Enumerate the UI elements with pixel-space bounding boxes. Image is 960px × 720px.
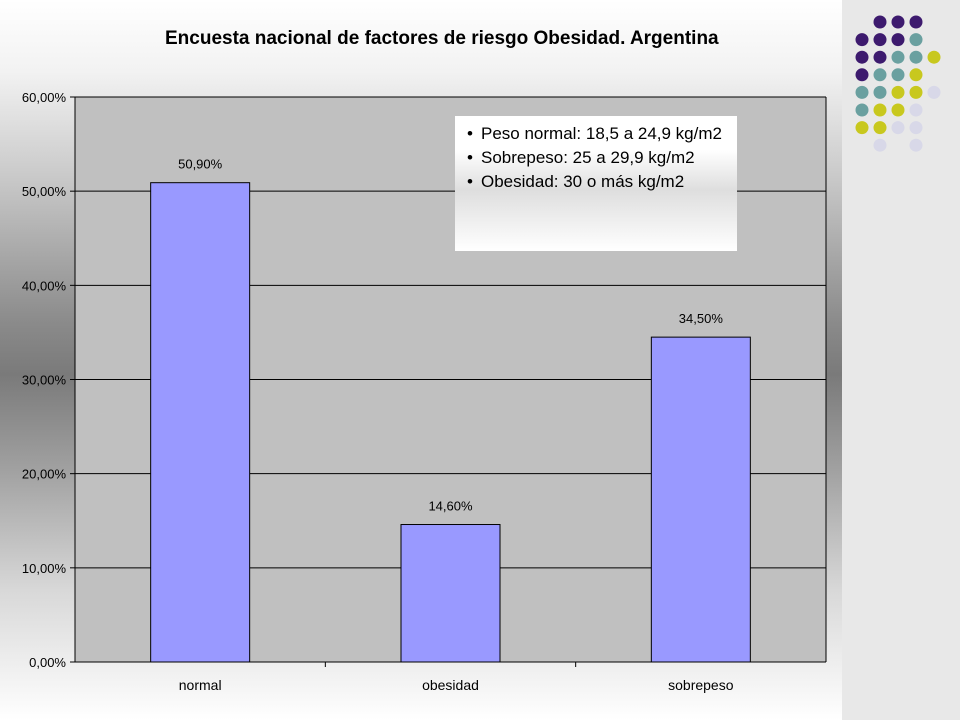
bar-sobrepeso <box>650 336 751 663</box>
note-text-obesidad: Obesidad: 30 o más kg/m2 <box>481 172 685 191</box>
note-text-peso-normal: Peso normal: 18,5 a 24,9 kg/m2 <box>481 124 722 143</box>
y-tick-label: 0,00% <box>29 655 66 670</box>
bmi-notes-box: • Peso normal: 18,5 a 24,9 kg/m2 • Sobrepe… <box>455 116 737 251</box>
y-tick-label: 50,00% <box>22 184 67 199</box>
data-label-normal: 50,90% <box>178 157 223 172</box>
y-tick-label: 10,00% <box>22 561 67 576</box>
x-tick-label-normal: normal <box>179 677 222 693</box>
chart-title: Encuesta nacional de factores de riesgo … <box>165 28 719 49</box>
note-text-sobrepeso: Sobrepeso: 25 a 29,9 kg/m2 <box>481 148 695 167</box>
note-item: • Obesidad: 30 o más kg/m2 <box>467 172 685 191</box>
data-label-sobrepeso: 34,50% <box>679 311 724 326</box>
note-item: • Sobrepeso: 25 a 29,9 kg/m2 <box>467 148 695 167</box>
data-label-obesidad: 14,60% <box>428 499 473 514</box>
note-item: • Peso normal: 18,5 a 24,9 kg/m2 <box>467 124 722 143</box>
y-tick-label: 40,00% <box>22 278 67 293</box>
x-tick-label-sobrepeso: sobrepeso <box>668 677 734 693</box>
y-tick-label: 60,00% <box>22 90 67 105</box>
bar-normal <box>150 182 251 663</box>
y-tick-label: 30,00% <box>22 373 67 388</box>
x-tick-label-obesidad: obesidad <box>422 677 479 693</box>
decorative-side-panel <box>842 0 960 720</box>
bar-obesidad <box>400 524 501 663</box>
y-tick-label: 20,00% <box>22 467 67 482</box>
